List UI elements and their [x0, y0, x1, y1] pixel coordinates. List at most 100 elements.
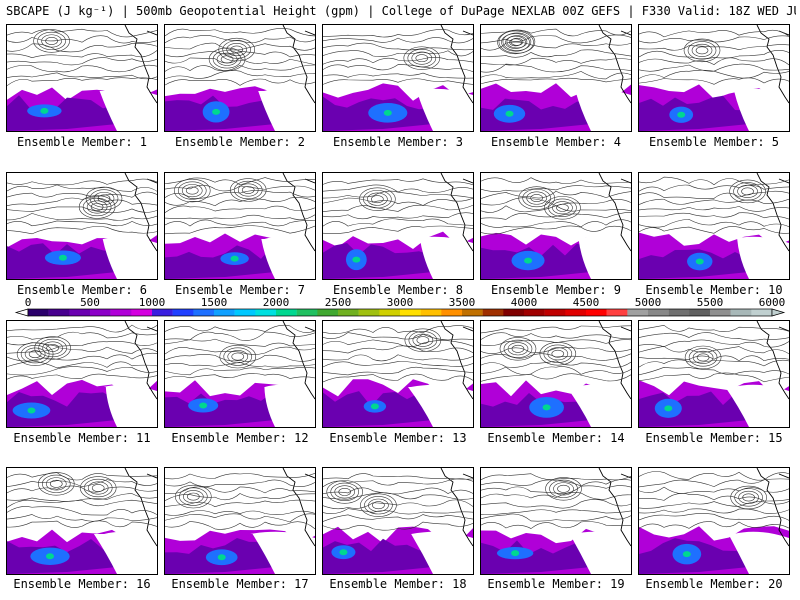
panel-map [323, 173, 473, 279]
colorbar-segment [214, 309, 235, 316]
panel-map [323, 468, 473, 574]
colorbar-segment [110, 309, 132, 316]
colorbar-segment [730, 309, 752, 316]
cape-shading [481, 232, 631, 279]
colorbar-segment [296, 309, 318, 316]
ensemble-member-label: Ensemble Member: 8 [332, 283, 464, 297]
cape-shading [165, 528, 315, 574]
cape-shading [639, 84, 789, 131]
ensemble-member-label: Ensemble Member: 7 [174, 283, 306, 297]
panel-map [323, 25, 473, 131]
colorbar-segment [152, 309, 173, 316]
ensemble-panel-12 [164, 320, 316, 428]
cape-shading [323, 378, 473, 427]
ensemble-panel-6 [6, 172, 158, 280]
colorbar-segment [317, 309, 339, 316]
ensemble-panel-2 [164, 24, 316, 132]
ensemble-member-label: Ensemble Member: 11 [13, 431, 151, 445]
cape-shading [323, 228, 473, 279]
cape-shading [639, 380, 789, 427]
colorbar-tick-label: 1500 [200, 296, 228, 309]
colorbar-segment [358, 309, 380, 316]
cape-shading [481, 376, 631, 427]
colorbar-segment [276, 309, 297, 316]
panel-map [639, 173, 789, 279]
colorbar-segment [751, 309, 773, 316]
colorbar-segment [710, 309, 731, 316]
colorbar-tick-label: 2500 [324, 296, 352, 309]
panel-map [7, 321, 157, 427]
colorbar-segment [172, 309, 194, 316]
colorbar-segment [482, 309, 504, 316]
cape-shading [481, 83, 631, 131]
colorbar-tick-label: 6000 [758, 296, 786, 309]
height-contours [639, 29, 789, 85]
ensemble-member-label: Ensemble Member: 17 [171, 577, 309, 591]
ensemble-member-label: Ensemble Member: 20 [645, 577, 783, 591]
ensemble-panel-16 [6, 467, 158, 575]
colorbar-segment [627, 309, 649, 316]
ensemble-panel-14 [480, 320, 632, 428]
colorbar-segment [606, 309, 628, 316]
height-contours [639, 471, 789, 529]
height-contours [639, 176, 789, 234]
height-contours [323, 325, 473, 383]
ensemble-member-label: Ensemble Member: 12 [171, 431, 309, 445]
colorbar-segment [648, 309, 669, 316]
ensemble-panel-4 [480, 24, 632, 132]
colorbar-segment [69, 309, 91, 316]
coastline [282, 25, 315, 104]
cape-shading [639, 523, 789, 574]
panel-map [7, 173, 157, 279]
colorbar-tick-label: 2000 [262, 296, 290, 309]
coastline [440, 173, 473, 252]
coastline [440, 25, 473, 104]
panel-map [481, 321, 631, 427]
ensemble-member-label: Ensemble Member: 15 [645, 431, 783, 445]
cape-shading [323, 83, 473, 131]
ensemble-member-label: Ensemble Member: 18 [329, 577, 467, 591]
coastline [124, 321, 157, 400]
colorbar-tick-label: 5500 [696, 296, 724, 309]
colorbar-tick-label: 500 [80, 296, 100, 309]
ensemble-member-label: Ensemble Member: 3 [332, 135, 464, 149]
colorbar-segment [193, 309, 215, 316]
ensemble-panel-15 [638, 320, 790, 428]
map-title: SBCAPE (J kg⁻¹) | 500mb Geopotential Hei… [6, 4, 796, 18]
ensemble-member-label: Ensemble Member: 14 [487, 431, 625, 445]
colorbar-segment [565, 309, 587, 316]
coastline [282, 468, 315, 547]
colorbar-tick-label: 0 [24, 296, 32, 309]
colorbar-tick-label: 4000 [510, 296, 538, 309]
ensemble-panel-3 [322, 24, 474, 132]
colorbar-segment [90, 309, 111, 316]
ensemble-member-label: Ensemble Member: 5 [648, 135, 780, 149]
cape-shading [481, 525, 631, 574]
colorbar-segment [338, 309, 359, 316]
cape-shading [7, 231, 157, 279]
height-contours [165, 177, 315, 235]
colorbar-segment [379, 309, 401, 316]
ensemble-panel-5 [638, 24, 790, 132]
colorbar-segment [503, 309, 525, 316]
cape-shading [323, 526, 473, 574]
cape-shading [7, 82, 157, 131]
colorbar-segment [131, 309, 153, 316]
colorbar-max-arrow [771, 308, 786, 317]
colorbar-segment [48, 309, 70, 316]
height-contours [7, 324, 157, 380]
colorbar-tick-label: 3500 [448, 296, 476, 309]
cape-shading [7, 379, 157, 427]
height-contours [323, 178, 473, 234]
colorbar-tick-label: 5000 [634, 296, 662, 309]
colorbar-tick-label: 4500 [572, 296, 600, 309]
coastline [440, 321, 473, 400]
panel-map [7, 25, 157, 131]
colorbar-segment [400, 309, 421, 316]
height-contours [7, 472, 157, 528]
height-contours [639, 325, 789, 383]
panel-map [165, 468, 315, 574]
ensemble-panel-8 [322, 172, 474, 280]
ensemble-member-label: Ensemble Member: 10 [645, 283, 783, 297]
cape-shading [165, 230, 315, 279]
